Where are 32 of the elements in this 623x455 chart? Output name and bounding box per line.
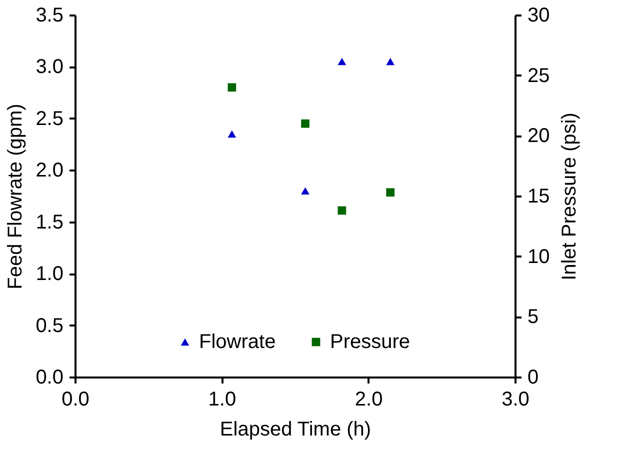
x-tick-label: 3.0 (502, 388, 530, 410)
y2-tick-label: 10 (528, 246, 550, 268)
y-tick-label: 1.0 (36, 263, 64, 286)
point (386, 188, 395, 197)
y-tick-label: 2.5 (36, 108, 64, 130)
y-tick-label: 0.0 (36, 366, 64, 388)
y2-tick-label: 15 (528, 186, 550, 208)
x-tick-label: 2.0 (354, 388, 383, 410)
y-axis-title: Feed Flowrate (gpm) (4, 104, 27, 290)
y-tick-label: 3.5 (36, 4, 64, 26)
y-tick-label: 2.0 (36, 160, 64, 182)
x-tick-label: 0.0 (62, 388, 90, 410)
y-tick-label: 1.5 (36, 211, 64, 234)
point (338, 206, 346, 215)
point (228, 130, 236, 138)
y-tick-label: 0.5 (36, 314, 64, 337)
y2-tick-label: 5 (528, 306, 539, 328)
y2-tick-label: 0 (528, 366, 539, 388)
y2-tick-label: 25 (528, 64, 550, 87)
legend-label: Flowrate (199, 331, 276, 353)
x-tick-label: 1.0 (208, 388, 236, 410)
legend-label: Pressure (330, 331, 410, 353)
point (228, 83, 236, 92)
point (338, 58, 346, 66)
y-tick-label: 3.0 (36, 56, 64, 78)
x-axis-title: Elapsed Time (h) (220, 418, 372, 440)
point (301, 187, 310, 194)
y2-axis-title: Inlet Pressure (psi) (558, 112, 581, 280)
point (301, 119, 310, 128)
point (386, 58, 395, 66)
y2-tick-label: 30 (528, 4, 550, 26)
y2-tick-label: 20 (528, 125, 550, 148)
